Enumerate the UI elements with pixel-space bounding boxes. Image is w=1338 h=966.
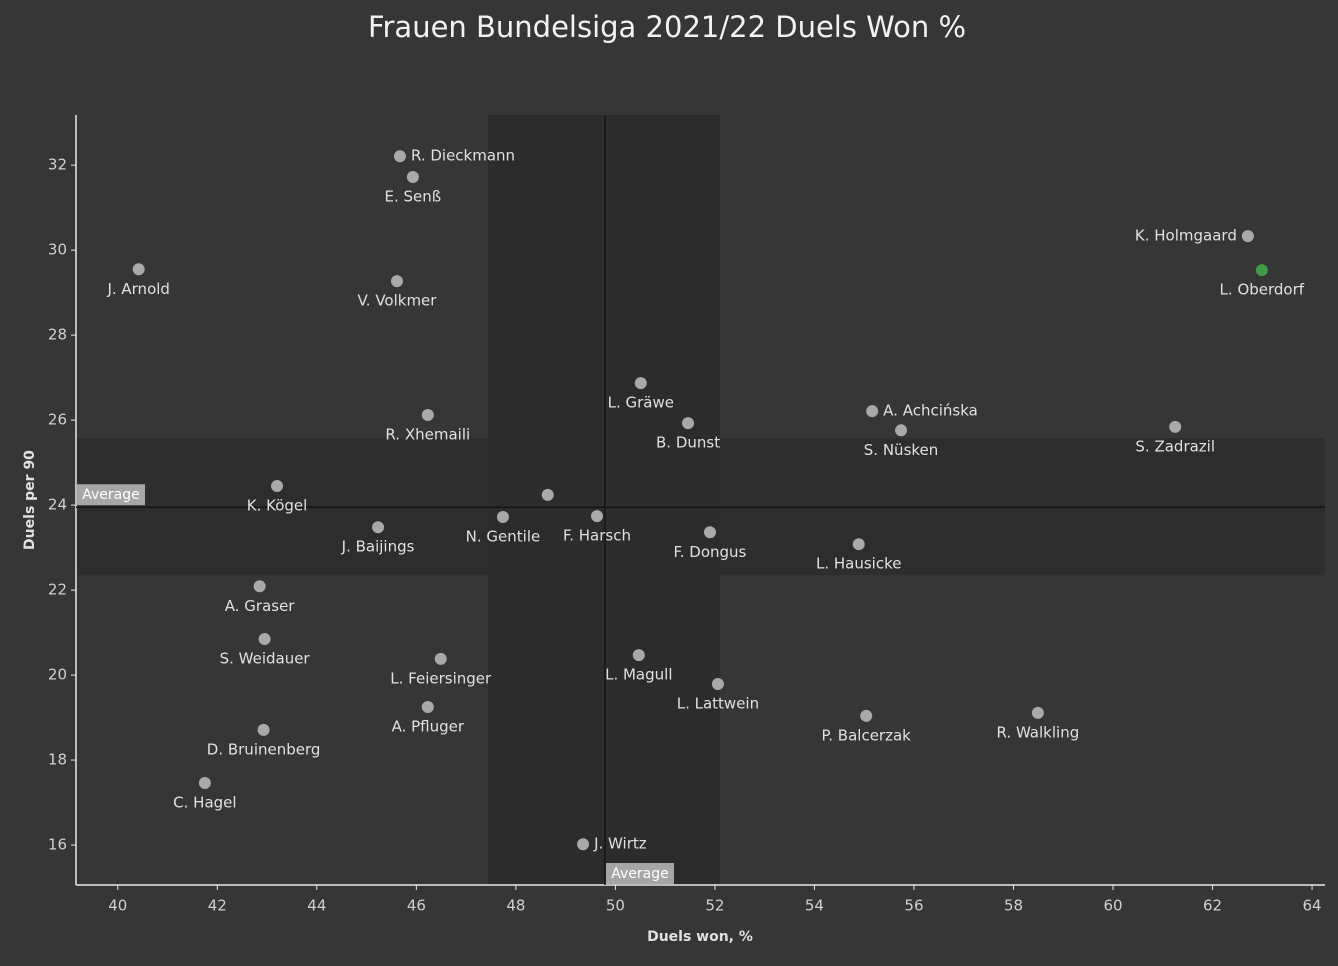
point [257, 723, 270, 736]
point-label: B. Dunst [656, 434, 720, 452]
point-label: J. Baijings [341, 538, 415, 556]
average-tag [77, 484, 145, 506]
point [132, 263, 145, 276]
point [866, 405, 879, 418]
point-label: N. Gentile [466, 527, 541, 545]
point [434, 652, 447, 665]
point-label: S. Zadrazil [1135, 437, 1215, 455]
point-label: S. Nüsken [864, 441, 939, 459]
point [372, 521, 385, 534]
point-label: F. Harsch [563, 527, 631, 545]
point [393, 150, 406, 163]
point-label: J. Arnold [106, 280, 170, 298]
x-tick-label: 54 [805, 897, 824, 915]
point [711, 678, 724, 691]
x-tick-label: 42 [208, 897, 227, 915]
point-label: L. Lattwein [677, 695, 759, 713]
point-label: E. Senß [385, 188, 442, 206]
x-tick-label: 52 [705, 897, 724, 915]
y-tick-label: 18 [48, 751, 67, 769]
point-label: D. Bruinenberg [207, 740, 321, 758]
x-tick-label: 64 [1303, 897, 1322, 915]
point [271, 479, 284, 492]
average-tag [605, 863, 674, 884]
point [421, 409, 434, 422]
point-label: K. Kögel [247, 496, 308, 514]
point [703, 526, 716, 539]
point [634, 377, 647, 390]
point [1031, 706, 1044, 719]
x-tick-label: 58 [1004, 897, 1023, 915]
y-tick-label: 30 [48, 241, 67, 259]
point-label: A. Pfluger [392, 717, 465, 735]
point-label: F. Dongus [674, 543, 747, 561]
point [390, 275, 403, 288]
point-label: K. Holmgaard [1135, 227, 1237, 245]
y-axis-label: Duels per 90 [22, 450, 38, 550]
point-label: R. Dieckmann [411, 147, 515, 165]
point-label: L. Hausicke [816, 555, 901, 573]
y-tick-label: 28 [48, 326, 67, 344]
x-tick-label: 46 [407, 897, 426, 915]
point-label: S. Weidauer [220, 649, 311, 667]
point [577, 838, 590, 851]
point [258, 632, 271, 645]
point-label: R. Walkling [997, 723, 1080, 741]
point [253, 580, 266, 593]
x-tick-label: 48 [506, 897, 525, 915]
y-tick-label: 22 [48, 581, 67, 599]
point-label: V. Volkmer [357, 292, 437, 310]
point [421, 700, 434, 713]
point-label: R. Xhemaili [385, 426, 470, 444]
average-label: Average [611, 866, 669, 882]
x-tick-label: 50 [606, 897, 625, 915]
point [1241, 230, 1254, 243]
point [1169, 420, 1182, 433]
x-tick-label: 44 [307, 897, 326, 915]
y-tick-label: 32 [48, 156, 67, 174]
x-tick-label: 62 [1203, 897, 1222, 915]
x-tick-label: 40 [108, 897, 127, 915]
y-tick-label: 26 [48, 411, 67, 429]
point [860, 709, 873, 722]
y-tick-label: 20 [48, 666, 67, 684]
point-label: J. Wirtz [593, 835, 647, 853]
point-label: L. Magull [605, 666, 672, 684]
y-tick-label: 16 [48, 836, 67, 854]
point [1255, 264, 1268, 277]
x-tick-label: 60 [1103, 897, 1122, 915]
point [590, 510, 603, 523]
point-label: L. Gräwe [608, 394, 674, 412]
point-label: A. Graser [225, 597, 296, 615]
point [406, 171, 419, 184]
point [852, 538, 865, 551]
x-tick-label: 56 [904, 897, 923, 915]
point [895, 424, 908, 437]
point [632, 649, 645, 662]
chart-title: Frauen Bundelsiga 2021/22 Duels Won % [368, 10, 966, 44]
point [541, 488, 554, 501]
point [198, 777, 211, 790]
point-label: P. Balcerzak [822, 726, 912, 744]
average-label: Average [82, 487, 140, 503]
point-label: A. Achcińska [883, 402, 978, 420]
point-label: C. Hagel [173, 794, 236, 812]
point-label: L. Oberdorf [1220, 281, 1305, 299]
x-axis-label: Duels won, % [647, 929, 753, 945]
point-label: L. Feiersinger [390, 669, 492, 687]
point [496, 510, 509, 523]
y-tick-label: 24 [48, 496, 67, 514]
point [682, 417, 695, 430]
